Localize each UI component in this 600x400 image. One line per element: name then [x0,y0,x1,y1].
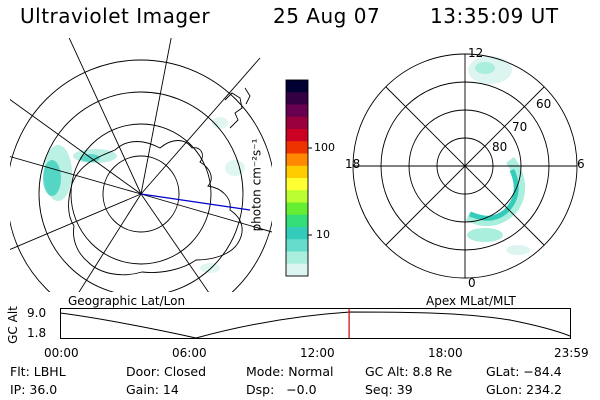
altitude-strip-plot [60,308,571,339]
altitude-axis-label: GC Alt [5,306,20,344]
mlat-label-70: 70 [512,120,528,134]
info-ip: IP: 36.0 [10,382,58,397]
info-filter: Flt: LBHL [10,364,66,379]
altitude-tick-low: 1.8 [27,326,47,340]
altitude-tick-high: 9.0 [27,306,47,320]
time-tick-0600: 06:00 [172,346,207,360]
info-dsp: Dsp: −0.0 [246,382,317,397]
mlt-label-0: 0 [468,276,476,290]
info-gc-alt: GC Alt: 8.8 Re [365,364,453,379]
colorbar-swatch [286,141,308,154]
colorbar-swatch [286,227,308,240]
colorbar-swatch [286,190,308,203]
antarctic-coastline [68,140,243,276]
colorbar-swatch [286,80,308,93]
intensity-colorbar [285,79,312,277]
info-seq: Seq: 39 [365,382,413,397]
apex-magnetic-panel [352,53,578,279]
colorbar-swatch [286,202,308,216]
time-tick-1800: 18:00 [428,346,463,360]
colorbar-swatch [286,165,308,179]
colorbar-swatch [286,251,308,265]
geo-panel-label: Geographic Lat/Lon [68,294,186,308]
mlat-label-60: 60 [536,97,552,111]
colorbar-swatches [286,80,308,277]
colorbar-swatch [286,153,308,167]
info-gain: Gain: 14 [126,382,179,397]
orbit-track-line [140,193,251,211]
mlt-label-12: 12 [468,46,484,60]
colorbar-tick-100: 100 [314,141,335,154]
image-date: 25 Aug 07 [273,4,381,28]
colorbar-swatch [286,263,308,277]
mlat-label-80: 80 [492,140,508,154]
altitude-curve [60,311,571,339]
colorbar-swatch [286,116,308,130]
apex-panel-label: Apex MLat/MLT [426,294,516,308]
colorbar-unit-label: photon cm⁻²s⁻¹ [249,138,264,232]
colorbar-swatch [286,104,308,118]
instrument-title: Ultraviolet Imager [20,4,211,28]
info-mode: Mode: Normal [246,364,334,379]
time-tick-2359: 23:59 [554,346,589,360]
mlt-label-6: 6 [577,157,585,171]
colorbar-swatch [286,178,308,191]
colorbar-swatch [286,92,308,105]
info-door: Door: Closed [126,364,207,379]
colorbar-tick-10: 10 [316,228,330,241]
aurora-emission-apex [465,56,530,255]
info-glat: GLat: −84.4 [486,364,562,379]
colorbar-swatch [286,214,308,228]
image-time: 13:35:09 UT [430,4,559,28]
time-tick-1200: 12:00 [300,346,335,360]
info-glon: GLon: 234.2 [486,382,562,397]
mlt-label-18: 18 [345,157,361,171]
colorbar-swatch [286,129,308,142]
colorbar-swatch [286,239,308,252]
geographic-map-panel [10,38,272,292]
time-tick-0000: 00:00 [44,346,79,360]
